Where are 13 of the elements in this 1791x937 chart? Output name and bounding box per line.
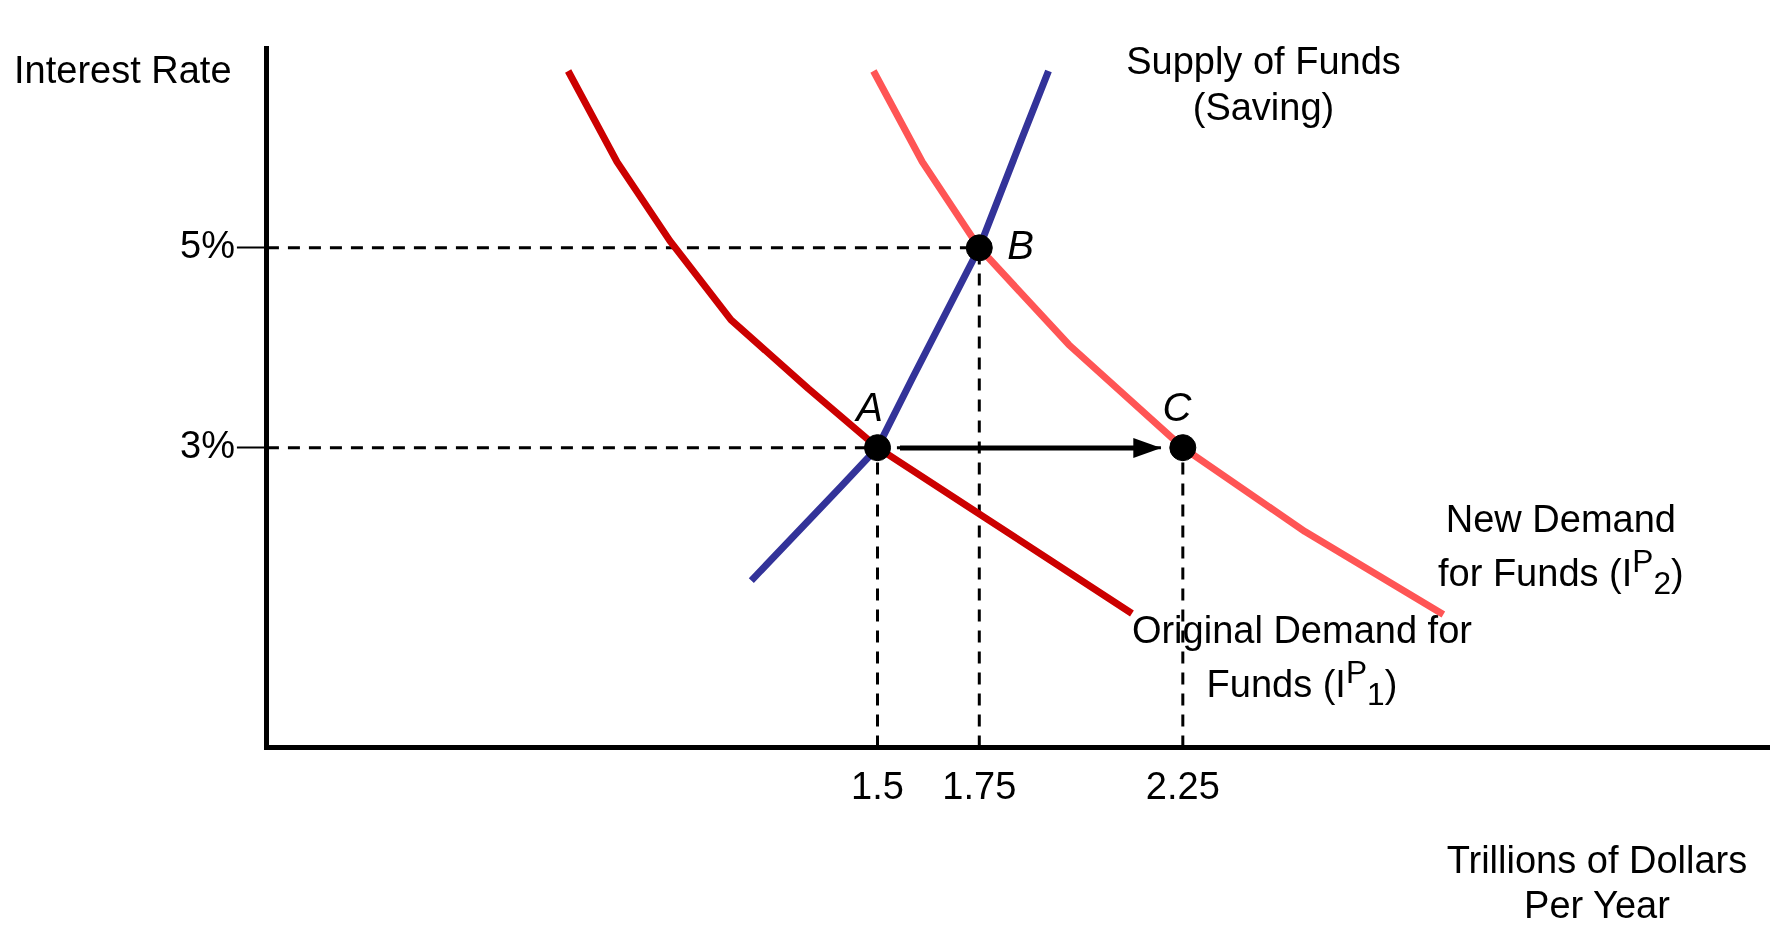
- y-tick-label: 5%: [180, 224, 235, 267]
- x-tick-label: 1.75: [942, 764, 1017, 807]
- y-axis-title: Interest Rate: [14, 48, 232, 93]
- annotation: A: [854, 384, 883, 429]
- annotation: B: [1007, 222, 1034, 267]
- y-tick-label: 3%: [180, 424, 235, 467]
- x-tick-label: 1.5: [851, 764, 904, 807]
- x-tick-label: 2.25: [1145, 764, 1220, 807]
- text: Supply of Funds (Saving): [1125, 38, 1402, 130]
- x-axis-title: Trillions of Dollars Per Year: [1445, 837, 1749, 929]
- series-label: Original Demand for Funds (I$^{P}$$_{1}$): [1130, 607, 1473, 714]
- annotation: C: [1162, 384, 1193, 429]
- series-label: New Demand for Funds (I$^{P}$$_{2}$): [1437, 496, 1685, 603]
